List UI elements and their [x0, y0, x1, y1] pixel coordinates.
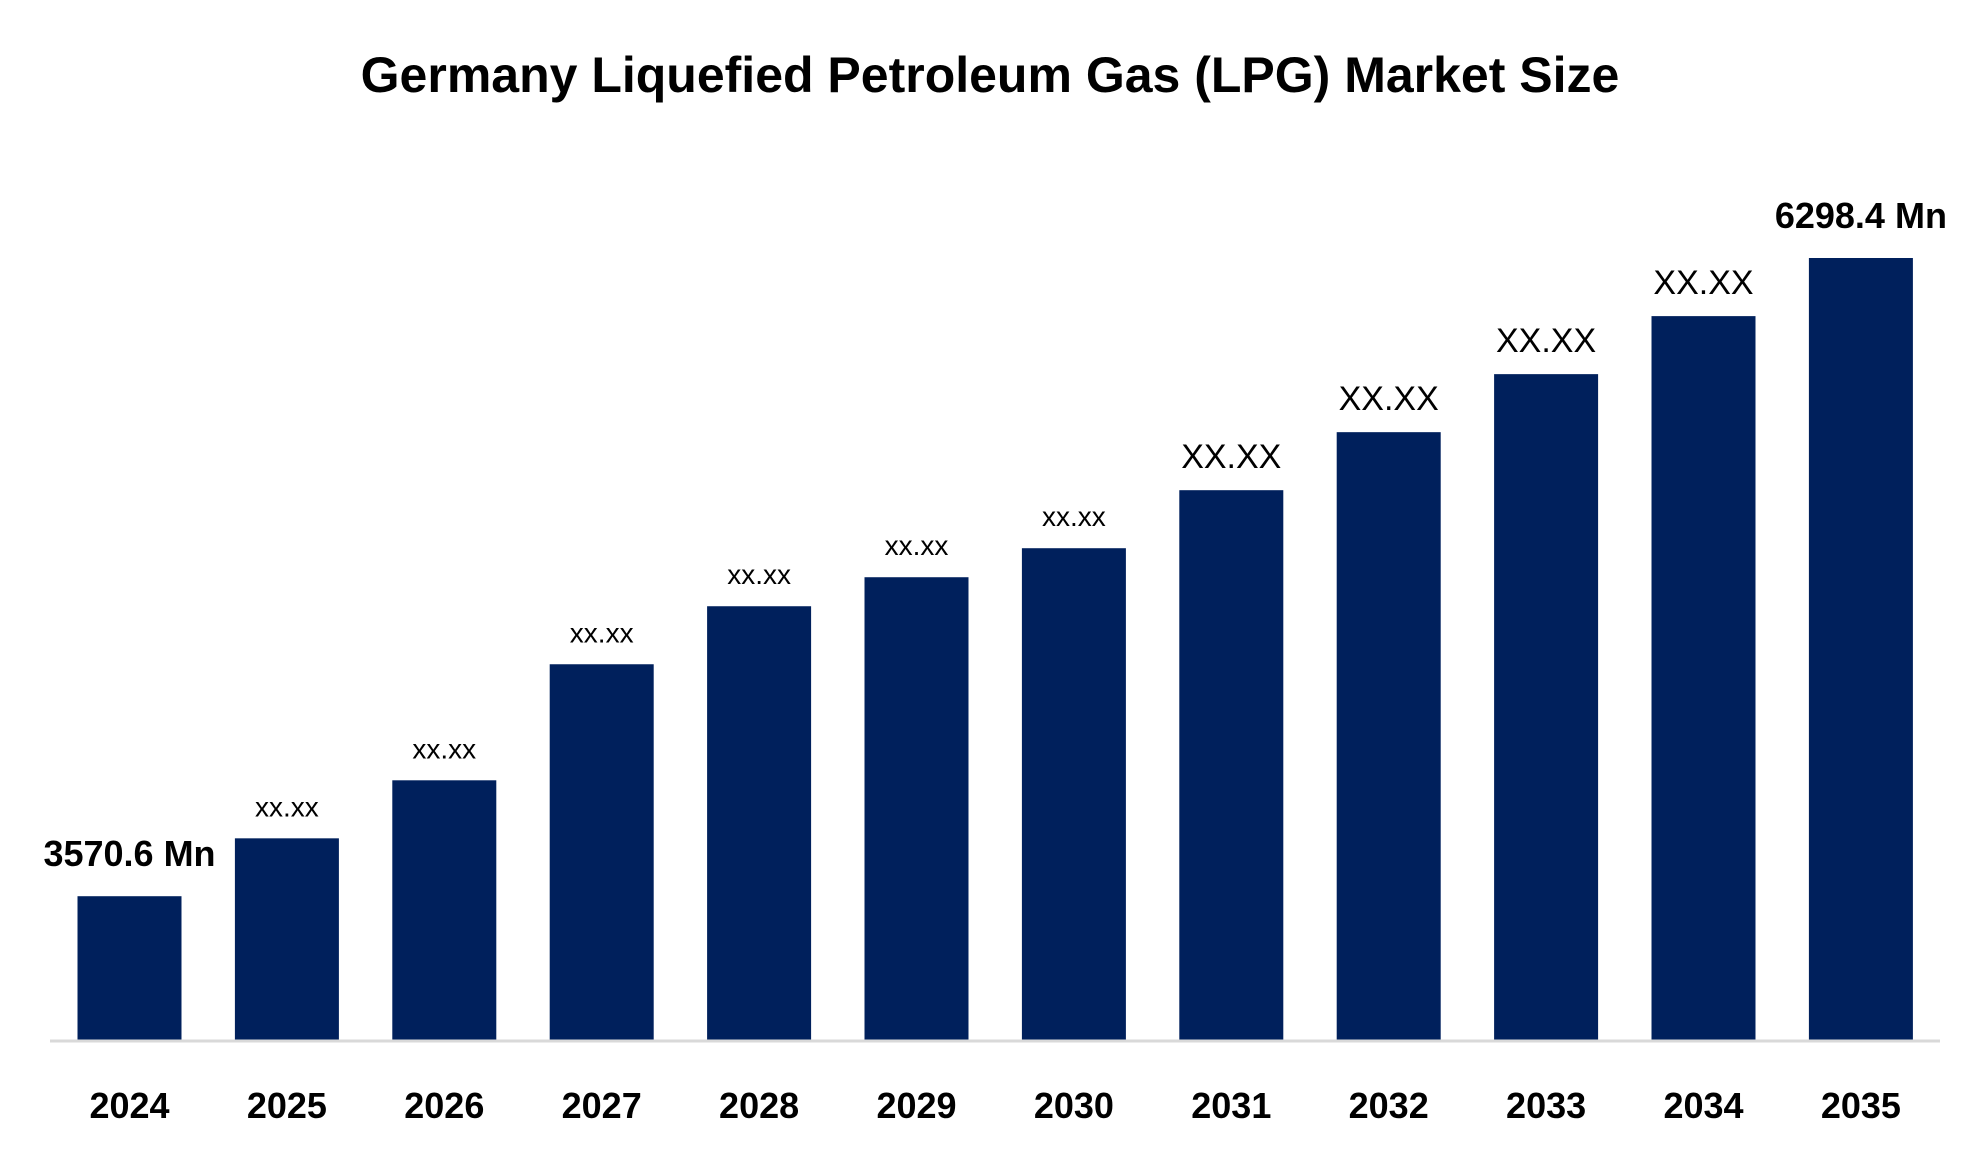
bar-2033 — [1494, 374, 1599, 1040]
x-tick-2026: 2026 — [404, 1085, 484, 1126]
data-label-2026: xx.xx — [412, 733, 476, 764]
bar-2026 — [392, 780, 497, 1040]
x-tick-2031: 2031 — [1191, 1085, 1271, 1126]
x-tick-2033: 2033 — [1506, 1085, 1586, 1126]
x-tick-2024: 2024 — [89, 1085, 169, 1126]
chart-title: Germany Liquefied Petroleum Gas (LPG) Ma… — [361, 47, 1620, 103]
x-tick-2034: 2034 — [1663, 1085, 1743, 1126]
data-label-2028: xx.xx — [727, 559, 791, 590]
x-tick-2027: 2027 — [562, 1085, 642, 1126]
x-tick-2032: 2032 — [1349, 1085, 1429, 1126]
bars — [77, 258, 1913, 1041]
data-label-2029: xx.xx — [885, 530, 949, 561]
data-label-2024: 3570.6 Mn — [43, 833, 215, 874]
x-tick-2029: 2029 — [876, 1085, 956, 1126]
bar-2031 — [1179, 490, 1284, 1040]
bar-2029 — [864, 577, 969, 1040]
bar-2028 — [707, 606, 812, 1040]
bar-2027 — [549, 664, 654, 1040]
data-label-2027: xx.xx — [570, 617, 634, 648]
x-tick-2028: 2028 — [719, 1085, 799, 1126]
data-label-2030: xx.xx — [1042, 501, 1106, 532]
x-tick-2030: 2030 — [1034, 1085, 1114, 1126]
data-label-2034: XX.XX — [1653, 264, 1753, 302]
bar-2030 — [1021, 548, 1126, 1040]
data-label-2031: XX.XX — [1181, 438, 1281, 476]
bar-2025 — [234, 838, 339, 1040]
bar-2035 — [1808, 258, 1913, 1040]
bar-2024 — [77, 896, 182, 1040]
data-labels: 3570.6 Mn xx.xx xx.xx xx.xx xx.xx xx.xx xx.xx X… — [43, 195, 1946, 874]
x-tick-labels: 2024 2025 2026 2027 2028 2029 2030 2031 2032 2033… — [89, 1085, 1900, 1126]
x-tick-2025: 2025 — [247, 1085, 327, 1126]
data-label-2032: XX.XX — [1339, 380, 1439, 418]
x-tick-2035: 2035 — [1821, 1085, 1901, 1126]
data-label-2035: 6298.4 Mn — [1775, 195, 1947, 236]
data-label-2033: XX.XX — [1496, 322, 1596, 360]
bar-2034 — [1651, 316, 1756, 1040]
data-label-2025: xx.xx — [255, 791, 319, 822]
bar-2032 — [1336, 432, 1441, 1041]
